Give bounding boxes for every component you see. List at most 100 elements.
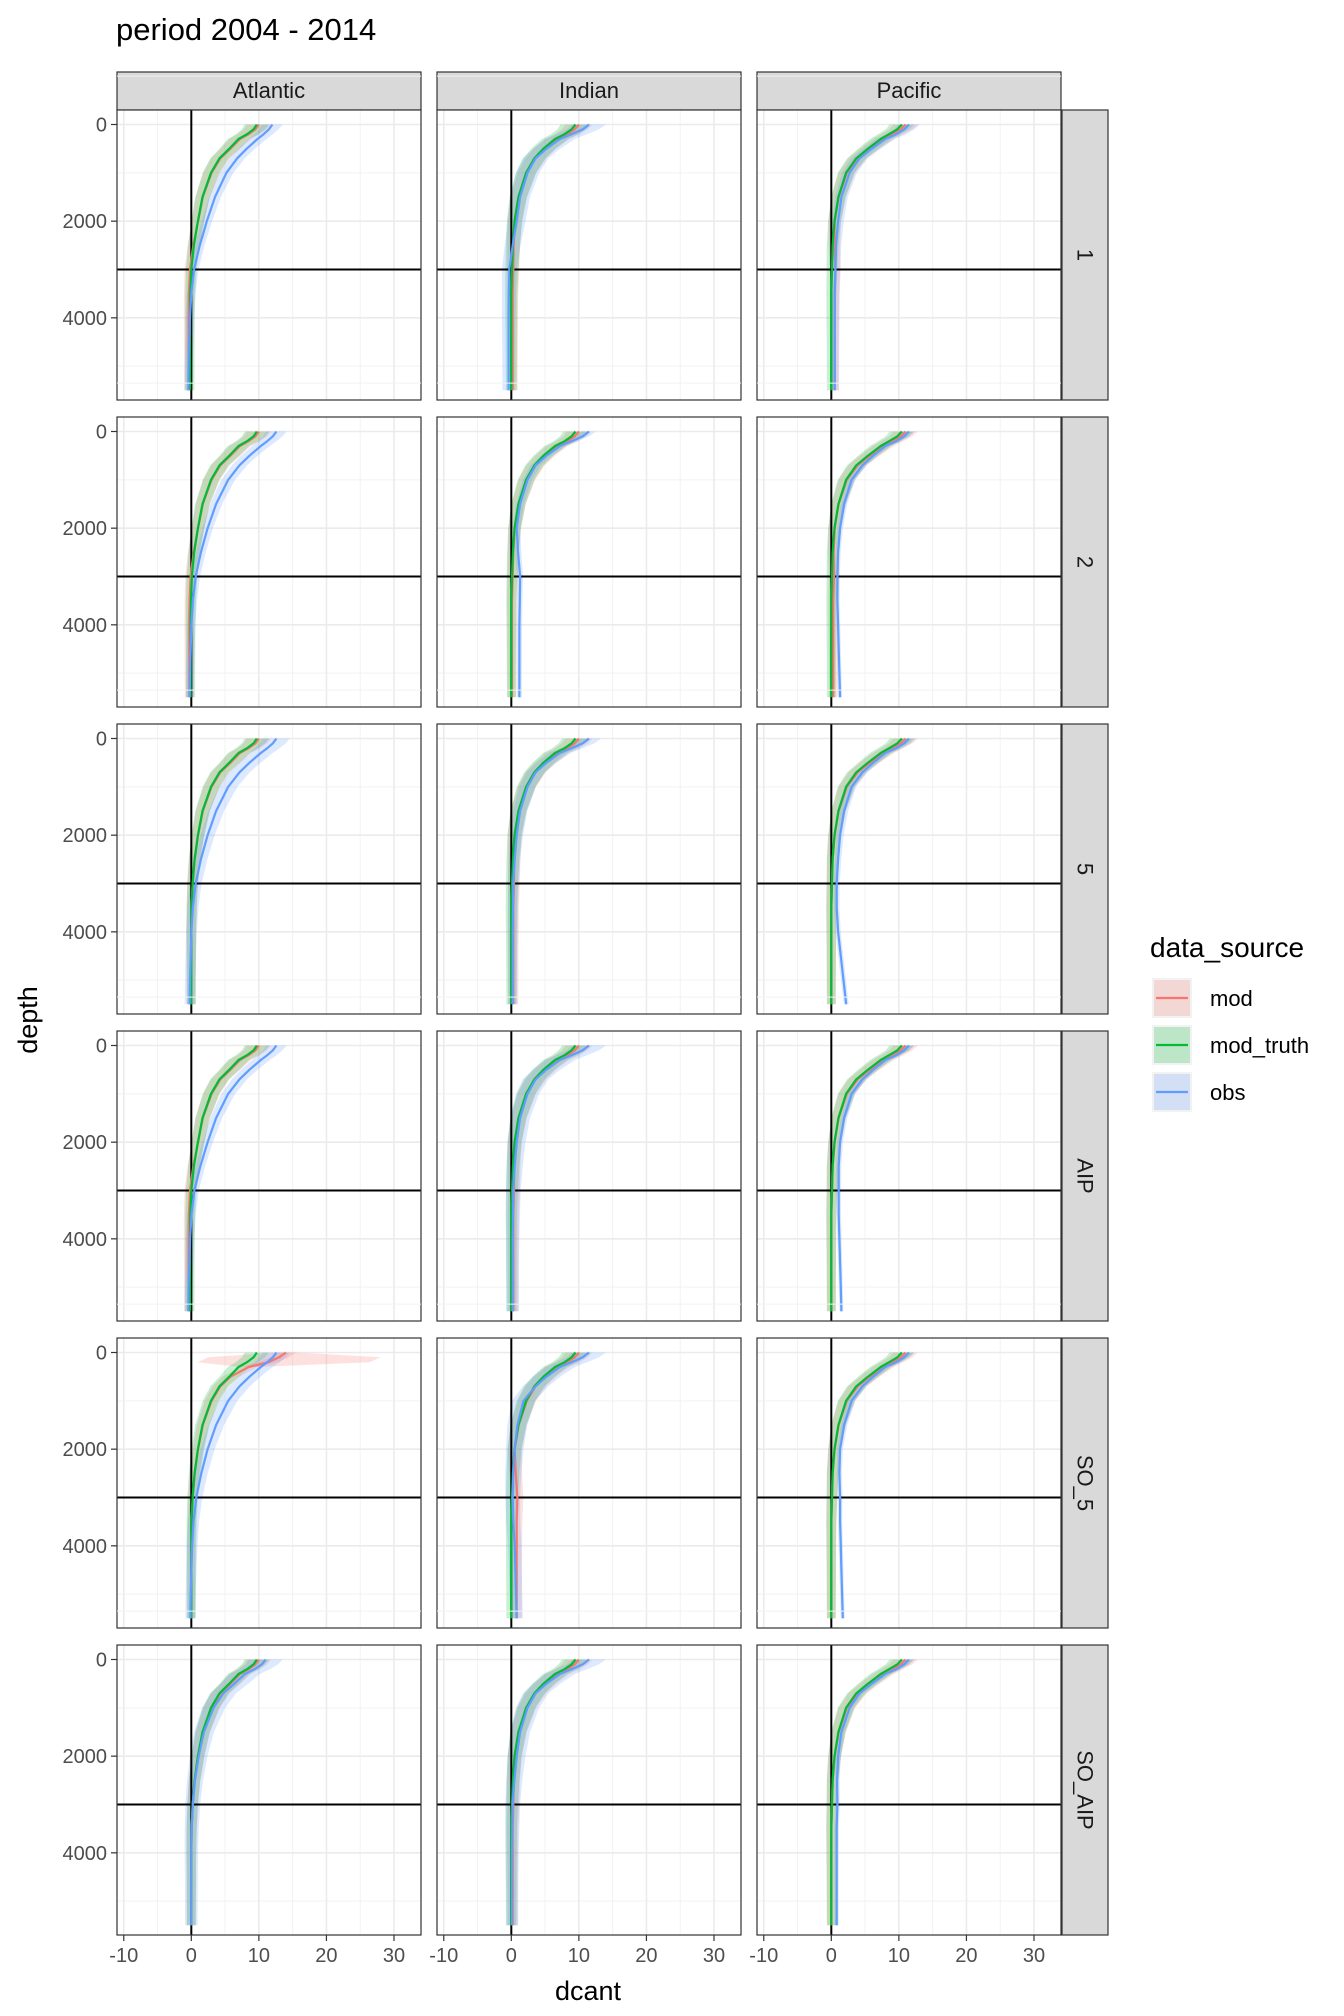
ribbon-mod — [507, 738, 593, 1005]
ribbon-obs — [505, 1659, 606, 1926]
series-line-obs — [189, 1351, 278, 1619]
x-tick-label: 30 — [703, 1945, 725, 1967]
x-tick-label: 20 — [635, 1945, 657, 1967]
series-line-obs — [187, 123, 274, 391]
ribbon-mod_truth — [505, 1045, 589, 1312]
facet-strip-label: Indian — [559, 78, 619, 103]
y-tick-label: 4000 — [63, 308, 108, 330]
series-line-obs — [836, 430, 910, 698]
panel-background — [117, 1031, 421, 1321]
panel-border — [116, 1030, 422, 1322]
panel-atlantic-so_aip — [116, 1610, 422, 1936]
x-tick-label: 10 — [568, 1945, 590, 1967]
legend-label-mod_truth: mod_truth — [1210, 1033, 1309, 1058]
ribbon-mod — [507, 1045, 593, 1312]
ribbon-mod — [826, 738, 918, 1005]
series-line-obs — [188, 737, 278, 1005]
x-axis-title: dcant — [555, 1976, 622, 2006]
ribbon-mod_truth — [826, 1659, 915, 1926]
ribbon-obs — [185, 1352, 290, 1619]
panel-indian-2 — [436, 382, 742, 708]
facet-strip-label: 1 — [1073, 249, 1098, 261]
legend-label-obs: obs — [1210, 1080, 1245, 1105]
x-tick-label: 30 — [1023, 1945, 1045, 1967]
ribbon-mod_truth — [826, 1045, 915, 1312]
y-tick-label: 2000 — [63, 518, 108, 540]
facet-strip-row-1 — [1061, 109, 1109, 401]
series-line-obs — [511, 1044, 590, 1312]
panel-background — [437, 724, 741, 1014]
x-tick-label: 20 — [315, 1945, 337, 1967]
y-tick-label: 0 — [96, 115, 107, 137]
series-line-obs — [507, 123, 590, 391]
panel-border — [436, 1644, 742, 1936]
ribbon-obs — [184, 1659, 283, 1926]
panel-atlantic-so_5 — [116, 1303, 422, 1629]
ribbon-mod_truth — [505, 738, 589, 1005]
ribbon-mod_truth — [505, 124, 591, 391]
y-tick-label: 2000 — [63, 211, 108, 233]
series-line-mod_truth — [830, 737, 903, 1005]
panel-pacific-aip — [756, 996, 1062, 1322]
panel-border — [756, 1337, 1062, 1629]
series-line-mod_truth — [830, 1351, 903, 1619]
y-tick-label: 0 — [96, 729, 107, 751]
panel-background — [117, 417, 421, 707]
panel-indian-5 — [436, 689, 742, 1015]
panel-border — [436, 723, 742, 1015]
x-tick-label: -10 — [429, 1945, 458, 1967]
ribbon-mod_truth — [826, 431, 915, 698]
y-tick-label: 2000 — [63, 1132, 108, 1154]
panel-background — [757, 1338, 1061, 1628]
panel-background — [437, 1645, 741, 1935]
panel-indian-aip — [436, 996, 742, 1322]
panel-background — [437, 1338, 741, 1628]
x-tick-label: 10 — [888, 1945, 910, 1967]
facet-grid: Atlantic Indian Pacific 1 2 5 AIP SO_5 SO_AIP — [116, 71, 1109, 1936]
ribbon-mod — [826, 1659, 918, 1926]
series-line-obs — [835, 737, 910, 1005]
panel-pacific-5 — [756, 689, 1062, 1015]
y-tick-label: 2000 — [63, 1439, 108, 1461]
y-axis-title: depth — [13, 986, 43, 1054]
x-tick-label: 0 — [506, 1945, 517, 1967]
facet-strip-atlantic — [116, 71, 422, 111]
facet-strip-row-so_aip — [1061, 1644, 1109, 1936]
facet-strip-indian — [436, 71, 742, 111]
panel-background — [757, 724, 1061, 1014]
panel-pacific-1 — [756, 75, 1062, 401]
ribbon-mod_truth — [826, 1352, 915, 1619]
ribbon-mod_truth — [186, 738, 269, 1005]
ribbon-mod — [507, 431, 591, 698]
chart-title: period 2004 - 2014 — [116, 12, 376, 47]
panel-border — [756, 1644, 1062, 1936]
panel-atlantic-2 — [116, 382, 422, 708]
y-tick-label: 4000 — [63, 922, 108, 944]
series-line-obs — [187, 1044, 278, 1312]
series-line-obs — [515, 430, 590, 698]
panel-pacific-so_aip — [756, 1610, 1062, 1936]
y-tick-label: 2000 — [63, 825, 108, 847]
y-tick-label: 4000 — [63, 1536, 108, 1558]
series-line-mod_truth — [830, 430, 903, 698]
y-tick-label: 4000 — [63, 1229, 108, 1251]
y-tick-label: 4000 — [63, 615, 108, 637]
facet-strip-pacific — [756, 71, 1062, 111]
y-tick-label: 4000 — [63, 1843, 108, 1865]
ribbon-obs — [513, 431, 596, 698]
y-tick-label: 0 — [96, 1036, 107, 1058]
axes: 0200040000200040000200040000200040000200… — [63, 115, 1046, 1968]
panel-background — [757, 110, 1061, 400]
ribbon-mod — [186, 1659, 271, 1926]
series-line-obs — [835, 1658, 910, 1926]
panel-background — [437, 110, 741, 400]
ribbon-mod_truth — [506, 431, 588, 698]
series-line-obs — [511, 737, 590, 1005]
facet-strip-label: 2 — [1073, 556, 1098, 568]
facet-strip-label: 5 — [1073, 863, 1098, 875]
x-tick-label: 10 — [248, 1945, 270, 1967]
panel-border — [436, 416, 742, 708]
series-line-mod_truth — [510, 430, 577, 698]
